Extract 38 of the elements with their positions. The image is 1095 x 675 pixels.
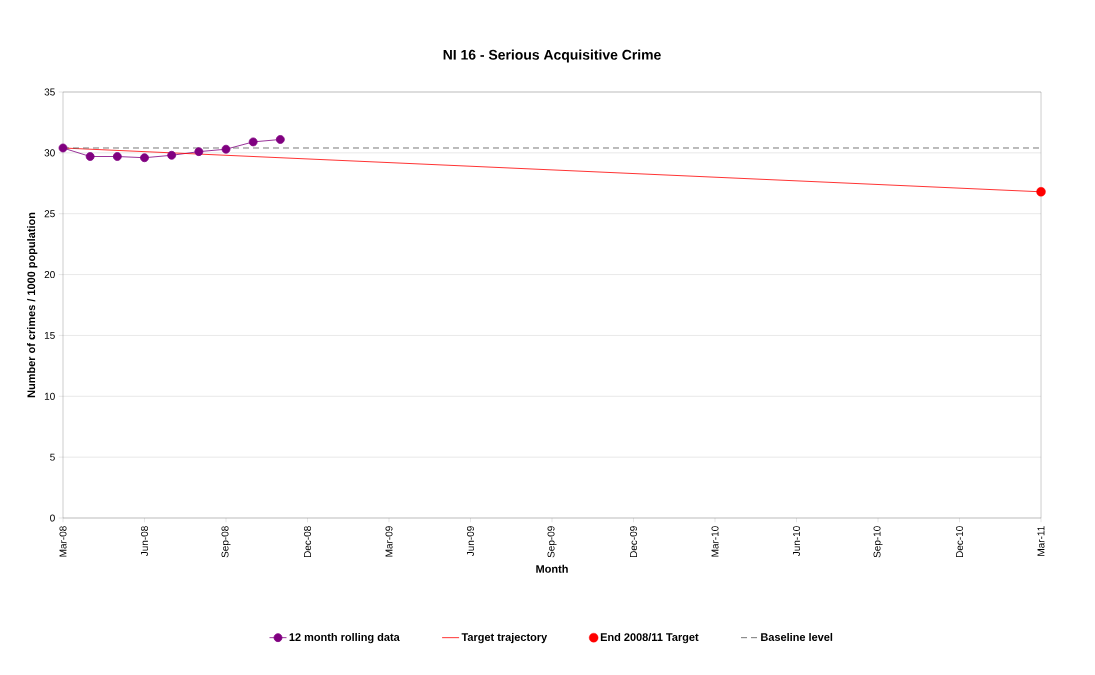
legend-label: Target trajectory (461, 632, 548, 644)
point (58, 143, 68, 153)
y-axis-title: Number of crimes / 1000 population (27, 212, 38, 398)
x-tick-label: Mar-09 (385, 526, 393, 557)
point (140, 153, 149, 163)
point (194, 147, 204, 157)
x-tick-label: Sep-10 (873, 526, 883, 558)
x-axis-title: Month (536, 564, 568, 573)
y-tick-label: 15 (44, 331, 55, 339)
x-tick-label: Dec-10 (955, 526, 964, 558)
point (221, 144, 231, 154)
point (85, 152, 95, 161)
y-tick-label: 25 (44, 210, 55, 218)
y-tick-label: 0 (50, 514, 55, 522)
x-tick-label: Sep-09 (547, 526, 557, 558)
x-tick-label: Jun-08 (140, 526, 149, 557)
point (167, 150, 177, 160)
x-tick-label: Sep-08 (221, 526, 231, 558)
y-tick-label: 35 (44, 88, 55, 96)
chart-title: NI 16 - Serious Acquisitive Crime (443, 49, 661, 63)
point (1036, 187, 1046, 197)
x-tick-label: Mar-08 (59, 526, 67, 557)
x-tick-label: Mar-11 (1037, 526, 1045, 556)
y-tick-label: 5 (50, 453, 55, 461)
legend-label: End 2008/11 Target (600, 632, 699, 644)
point (248, 137, 258, 147)
point (275, 135, 285, 144)
x-tick-label: Jun-09 (466, 526, 475, 557)
point (112, 152, 122, 161)
x-tick-label: Jun-10 (792, 526, 801, 557)
x-tick-label: Dec-08 (303, 526, 312, 558)
y-tick-label: 20 (44, 271, 55, 279)
x-tick-label: Dec-09 (629, 526, 638, 558)
x-tick-label: Mar-10 (711, 526, 719, 557)
legend-label: Baseline level (761, 632, 833, 641)
y-tick-label: 10 (44, 392, 55, 400)
legend-label: 12 month rolling data (289, 632, 400, 644)
y-tick-label: 30 (44, 149, 55, 157)
